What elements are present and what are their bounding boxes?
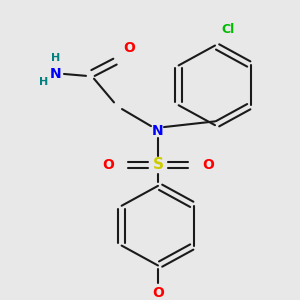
Text: Cl: Cl [221, 23, 234, 36]
Text: N: N [50, 67, 62, 81]
Text: O: O [152, 286, 164, 300]
Text: S: S [152, 158, 164, 172]
Text: H: H [39, 76, 49, 86]
Text: O: O [123, 41, 135, 55]
Text: O: O [102, 158, 114, 172]
Text: N: N [152, 124, 164, 138]
Text: O: O [202, 158, 214, 172]
Text: H: H [51, 52, 61, 63]
